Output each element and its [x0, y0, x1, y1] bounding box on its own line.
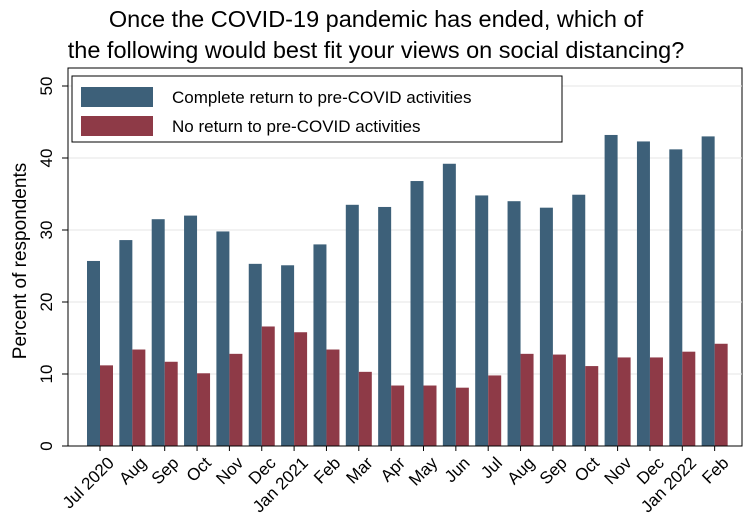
bar-complete-return [151, 219, 165, 446]
bar-complete-return [345, 204, 359, 446]
x-tick-label: Mar [343, 453, 377, 487]
x-tick-label: Jun [441, 453, 474, 486]
bar-no-return [714, 343, 728, 446]
x-tick-label: Aug [504, 453, 539, 488]
x-tick-label: Sep [536, 453, 571, 488]
legend-swatch [81, 116, 153, 136]
x-tick-label: Nov [212, 453, 247, 488]
chart-title-line-1: Once the COVID-19 pandemic has ended, wh… [108, 6, 644, 32]
legend-swatch [81, 87, 153, 107]
bar-complete-return [604, 134, 618, 446]
legend-label: Complete return to pre-COVID activities [172, 88, 472, 107]
bar-complete-return [378, 206, 392, 446]
x-tick-label: Nov [601, 453, 636, 488]
bar-no-return [294, 332, 308, 446]
bar-complete-return [507, 201, 521, 446]
y-tick-label: 50 [37, 77, 56, 96]
bar-complete-return [442, 163, 456, 446]
bar-complete-return [636, 141, 650, 446]
bar-no-return [100, 365, 113, 446]
x-tick-label: Apr [377, 453, 409, 485]
bar-no-return [455, 387, 469, 446]
bar-complete-return [572, 194, 586, 446]
bar-no-return [488, 375, 502, 446]
legend-label: No return to pre-COVID activities [172, 117, 420, 136]
bar-complete-return [475, 195, 489, 446]
x-tick-label: Feb [698, 453, 732, 487]
bar-complete-return [87, 260, 100, 446]
x-tick-label: Feb [310, 453, 344, 487]
bar-complete-return [281, 265, 295, 446]
legend-box [71, 75, 563, 143]
bar-no-return [649, 357, 663, 446]
legend: Complete return to pre-COVID activities N… [71, 75, 563, 143]
bar-no-return [164, 361, 178, 446]
x-tick-label: May [405, 453, 441, 489]
bar-complete-return [184, 215, 198, 446]
y-tick-label: 0 [37, 441, 56, 450]
x-tick-label: Jul [477, 453, 506, 482]
bar-no-return [132, 349, 146, 446]
bars [87, 134, 728, 447]
x-tick-label: Sep [148, 453, 183, 488]
bar-no-return [552, 354, 566, 446]
bar-complete-return [216, 231, 230, 446]
bar-no-return [391, 385, 405, 446]
bar-no-return [197, 373, 211, 446]
bar-no-return [358, 371, 372, 446]
y-tick-label: 40 [37, 149, 56, 168]
x-tick-label: Oct [571, 453, 603, 485]
y-tick-label: 30 [37, 221, 56, 240]
x-tick-label: Aug [115, 453, 150, 488]
y-tick-label: 10 [37, 365, 56, 384]
bar-complete-return [539, 207, 553, 446]
bar-no-return [423, 385, 437, 446]
y-tick-label: 20 [37, 293, 56, 312]
y-axis-title: Percent of respondents [10, 163, 31, 359]
bar-no-return [326, 349, 340, 446]
bar-no-return [585, 366, 599, 446]
x-tick-label: Jul 2020 [59, 453, 118, 512]
bar-no-return [682, 351, 696, 446]
bar-no-return [617, 357, 631, 446]
bar-complete-return [313, 244, 327, 446]
x-tick-label: Oct [183, 453, 215, 485]
chart-title-line-2: the following would best fit your views … [67, 37, 685, 63]
bar-complete-return [410, 181, 424, 447]
bar-complete-return [701, 136, 715, 446]
bar-complete-return [669, 149, 683, 447]
bar-no-return [261, 326, 275, 446]
bar-no-return [520, 353, 534, 446]
bar-complete-return [248, 263, 262, 446]
bar-complete-return [119, 240, 133, 446]
bar-no-return [229, 353, 243, 446]
